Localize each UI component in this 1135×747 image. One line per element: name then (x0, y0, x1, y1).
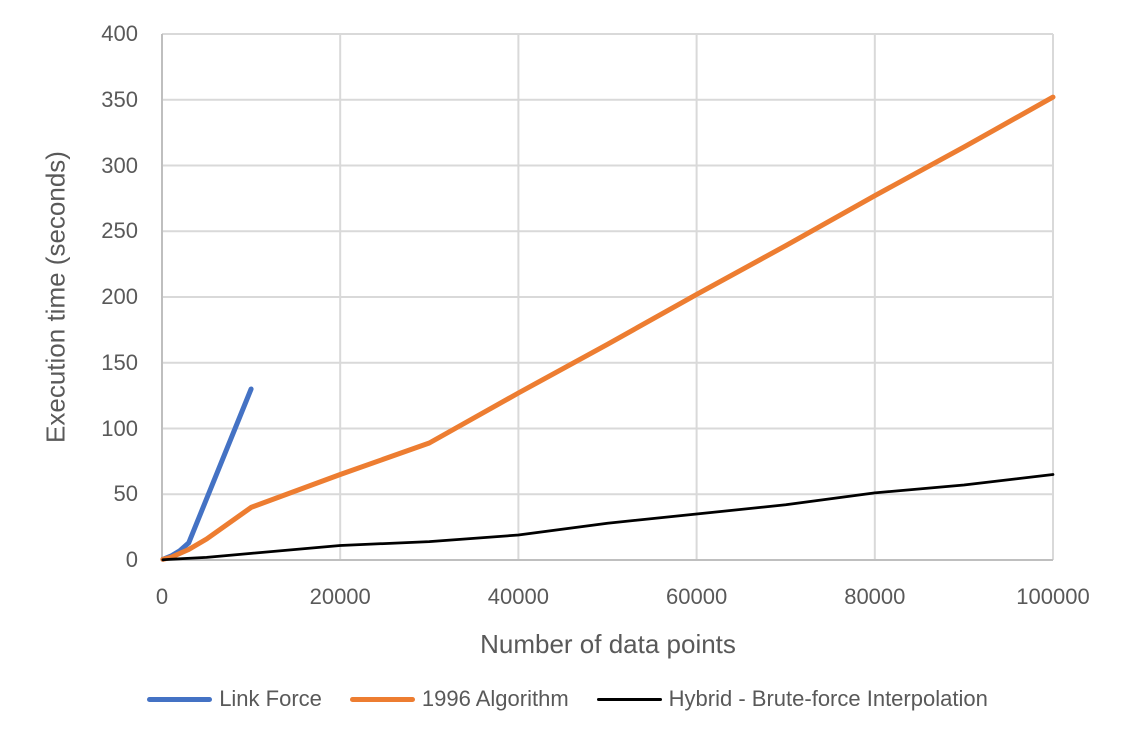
legend: Link Force 1996 Algorithm Hybrid - Brute-f… (0, 686, 1135, 712)
x-tick-label: 0 (155, 584, 169, 609)
y-tick-label: 0 (125, 547, 138, 572)
legend-label-hybrid-brute-force-interpolation: Hybrid - Brute-force Interpolation (668, 686, 988, 711)
y-tick-label: 350 (101, 86, 138, 112)
x-tick-label: 100000 (1016, 584, 1090, 609)
legend-item-hybrid-brute-force-interpolation: Hybrid - Brute-force Interpolation (596, 686, 988, 712)
series-line-link-force (160, 386, 254, 562)
x-axis-title: Number of data points (480, 629, 736, 659)
y-tick-label: 250 (101, 218, 138, 244)
series-line-hybrid-brute-force-interpolation (161, 473, 1055, 562)
legend-label-link-force: Link Force (219, 686, 322, 711)
series-line-1996-algorithm (160, 94, 1056, 562)
plot-area (160, 33, 1056, 562)
legend-line-sample-link-force (147, 696, 213, 702)
y-tick-label: 300 (101, 152, 138, 178)
y-tick-label: 100 (101, 415, 138, 441)
y-tick-label: 150 (101, 349, 138, 375)
y-tick-label: 50 (113, 481, 138, 507)
x-tick-label: 40000 (487, 584, 549, 609)
legend-line-sample-1996-algorithm (349, 696, 415, 702)
legend-item-1996-algorithm: 1996 Algorithm (349, 686, 569, 712)
legend-label-1996-algorithm: 1996 Algorithm (421, 686, 569, 711)
legend-item-link-force: Link Force (147, 686, 322, 712)
x-tick-label: 60000 (666, 584, 728, 609)
y-tick-label: 200 (101, 284, 138, 309)
x-tick-label: 20000 (309, 584, 371, 609)
legend-line-sample-hybrid-brute-force-interpolation (596, 697, 662, 701)
y-tick-label: 400 (101, 21, 138, 46)
x-tick-label: 80000 (844, 584, 906, 609)
